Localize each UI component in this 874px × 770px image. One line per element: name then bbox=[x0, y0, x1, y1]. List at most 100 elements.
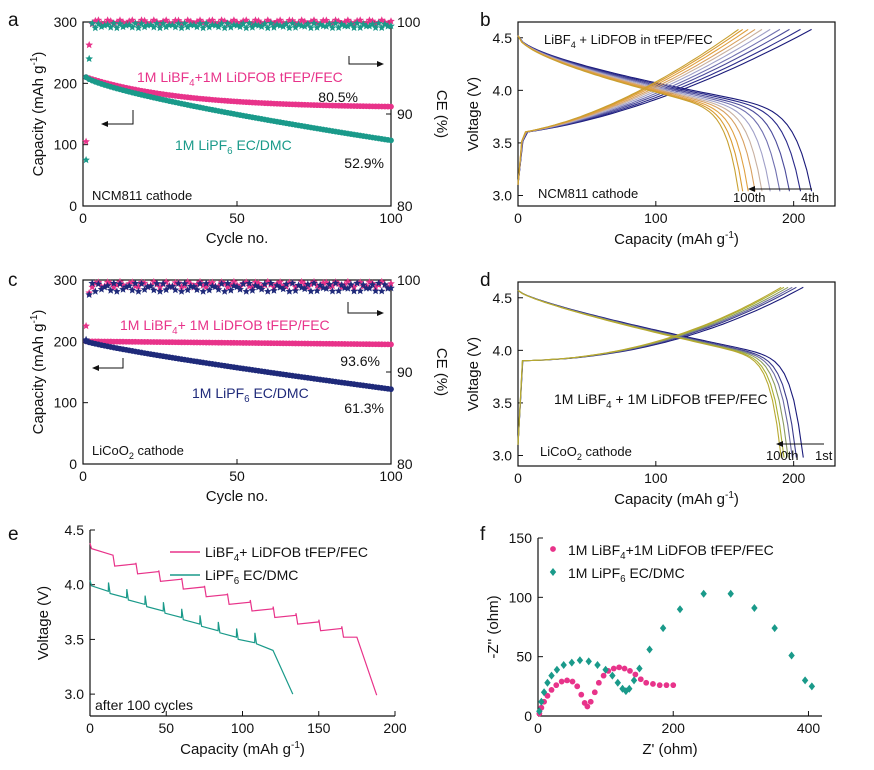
panel-c-ce-point bbox=[248, 286, 257, 294]
panel-a-ce-point bbox=[113, 24, 121, 32]
panel-f-legend-label-tfep-sub: 4 bbox=[620, 551, 626, 562]
panel-c-ce-point bbox=[159, 279, 167, 287]
panel-c-ce-point bbox=[110, 279, 118, 287]
panel-a-ce-point bbox=[214, 22, 223, 31]
panel-d-charge-curve bbox=[517, 286, 785, 446]
panel-c-ce-point bbox=[220, 287, 229, 295]
panel-a-ce-arrowhead bbox=[377, 61, 384, 67]
panel-c-y2tick-label: 90 bbox=[397, 364, 413, 380]
panel-a-y2tick-label: 90 bbox=[397, 106, 413, 122]
panel-a-ylabel-sup: -1 bbox=[29, 56, 40, 65]
panel-a-ce-point bbox=[199, 24, 207, 32]
panel-a-label-ecdmc-pre: 1M LiPF bbox=[175, 137, 227, 153]
panel-a-ce-point bbox=[224, 19, 232, 27]
panel-c-ce-point bbox=[297, 277, 306, 286]
panel-a-ce-point bbox=[334, 17, 343, 25]
panel-a-ce-point bbox=[193, 23, 201, 31]
panel-d-xlabel-close: ) bbox=[734, 491, 739, 508]
panel-c-annotation-post: cathode bbox=[134, 443, 184, 458]
panel-letter-e: e bbox=[8, 524, 19, 545]
panel-c-label-tfep-post: + 1M LiDFOB tFEP/FEC bbox=[178, 317, 330, 333]
panel-c-ce-point bbox=[276, 278, 284, 286]
panel-d-discharge-curve bbox=[517, 289, 793, 458]
panel-e-xtick-label: 50 bbox=[158, 720, 174, 736]
panel-b-ytick-label: 4.5 bbox=[493, 30, 513, 46]
panel-c-ce-point bbox=[116, 279, 124, 288]
panel-c-ce-point bbox=[297, 283, 306, 291]
panel-c-ce-point bbox=[147, 282, 155, 290]
panel-e-xlabel-sup: -1 bbox=[291, 740, 300, 751]
panel-b-ytick-label: 4.0 bbox=[493, 82, 513, 98]
panel-a-ce-point bbox=[156, 24, 164, 32]
panel-c-ce-point bbox=[177, 287, 186, 295]
panel-a-ce-point bbox=[106, 23, 115, 31]
panel-a-label-ecdmc-sub: 6 bbox=[227, 146, 233, 157]
panel-c-ce-point bbox=[359, 280, 368, 289]
panel-a-y2tick-label: 100 bbox=[397, 14, 421, 30]
panel-b-title: LiBF4 + LiDFOB in tFEP/FEC bbox=[544, 32, 713, 50]
panel-a-ce-point bbox=[242, 16, 250, 24]
panel-c-ytick-label: 200 bbox=[54, 333, 78, 349]
panel-d-ytick-label: 4.5 bbox=[493, 290, 513, 306]
panel-f-point-1 bbox=[568, 658, 576, 667]
panel-f-legend-label-tfep: 1M LiBF4+1M LiDFOB tFEP/FEC bbox=[568, 542, 774, 562]
panel-c-ce-point bbox=[304, 283, 312, 291]
panel-d-ylabel: Voltage (V) bbox=[465, 337, 482, 411]
panel-d-xlabel-sup: -1 bbox=[725, 490, 734, 501]
panel-a-ce-point bbox=[359, 20, 368, 28]
panel-f-point-0 bbox=[600, 672, 607, 679]
panel-a-ce-point bbox=[97, 22, 106, 30]
panel-c-ce-point bbox=[381, 280, 389, 288]
panel-f-point-0 bbox=[656, 682, 663, 689]
panel-a-ce-point bbox=[374, 19, 383, 27]
panel-f-point-0 bbox=[574, 683, 581, 690]
panel-c-ce-point bbox=[82, 322, 90, 330]
panel-d-charge-curve bbox=[517, 286, 793, 446]
panel-d-arrow-label-first: 1st bbox=[815, 448, 833, 463]
panel-c-ce-point bbox=[260, 280, 269, 288]
panel-b-xtick-label: 0 bbox=[514, 210, 522, 226]
panel-letter-a: a bbox=[8, 10, 19, 31]
panel-c-ce-point bbox=[174, 279, 183, 287]
panel-b-ylabel: Voltage (V) bbox=[465, 77, 482, 151]
panel-c-ce-point bbox=[97, 285, 106, 293]
panel-c-ytick-label: 100 bbox=[54, 395, 78, 411]
panel-b-xtick-label: 200 bbox=[782, 210, 806, 226]
panel-c-ce-point bbox=[368, 280, 377, 288]
panel-c-ce-point bbox=[270, 286, 278, 294]
panel-a-ce-point bbox=[264, 23, 272, 32]
panel-a-ce-point bbox=[344, 22, 352, 30]
panel-a-ce-point bbox=[313, 23, 321, 31]
panel-e-legend-label-ecdmc-pre: LiPF bbox=[205, 567, 234, 583]
panel-a-ce-point bbox=[94, 19, 103, 28]
panel-c-ce-point bbox=[211, 282, 220, 290]
panel-e-legend-label-tfep-pre: LiBF bbox=[205, 544, 234, 560]
panel-c-ce-point bbox=[156, 287, 164, 295]
panel-f-point-1 bbox=[771, 624, 778, 633]
panel-c-ce-point bbox=[334, 286, 343, 295]
panel-c-ce-point bbox=[183, 286, 192, 294]
panel-e-ylabel: Voltage (V) bbox=[35, 586, 52, 660]
panel-d-title-pre: 1M LiBF bbox=[554, 391, 606, 407]
panel-a-ce-point bbox=[119, 22, 127, 31]
panel-e-xtick-label: 200 bbox=[383, 720, 407, 736]
panel-c-ce-point bbox=[245, 279, 254, 287]
panel-c-ce-point bbox=[224, 279, 232, 287]
panel-a-ce-point bbox=[344, 16, 352, 24]
panel-a-label-ecdmc-post: EC/DMC bbox=[233, 137, 292, 153]
panel-f-point-0 bbox=[587, 698, 594, 705]
panel-a-ylabel-main: Capacity (mAh g bbox=[30, 66, 47, 177]
panel-e-xtick-label: 100 bbox=[231, 720, 255, 736]
panel-f-point-0 bbox=[663, 682, 670, 689]
panel-c-ce-point bbox=[350, 287, 358, 295]
panel-c-ce-point bbox=[282, 280, 291, 288]
panel-f-point-0 bbox=[627, 668, 633, 674]
panel-d-charge-curve bbox=[517, 286, 782, 446]
panel-f-point-0 bbox=[610, 665, 617, 672]
panel-d-xtick-label: 0 bbox=[514, 470, 522, 486]
panel-e-ytick-label: 4.0 bbox=[65, 577, 85, 593]
panel-c-ylabel: Capacity (mAh g-1) bbox=[29, 310, 47, 435]
panel-b-title-pre: LiBF bbox=[544, 32, 571, 47]
panel-f-ytick-label: 100 bbox=[509, 589, 533, 605]
panel-a-ce-point bbox=[128, 16, 137, 24]
